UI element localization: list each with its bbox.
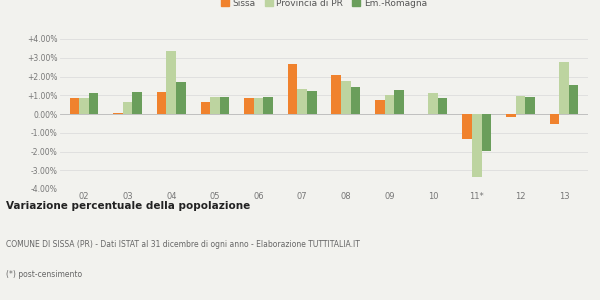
Bar xyxy=(375,100,385,114)
Bar xyxy=(428,93,438,114)
Bar xyxy=(133,92,142,114)
Bar xyxy=(254,98,263,114)
Bar xyxy=(113,113,123,114)
Bar xyxy=(307,91,317,114)
Bar xyxy=(394,90,404,114)
Bar xyxy=(438,98,448,114)
Bar xyxy=(123,102,133,114)
Bar xyxy=(210,97,220,114)
Text: (*) post-censimento: (*) post-censimento xyxy=(6,270,82,279)
Bar xyxy=(200,102,210,114)
Bar xyxy=(515,96,525,114)
Bar xyxy=(341,81,350,114)
Bar xyxy=(263,97,273,114)
Bar xyxy=(463,114,472,139)
Bar xyxy=(244,98,254,114)
Text: Variazione percentuale della popolazione: Variazione percentuale della popolazione xyxy=(6,201,250,211)
Bar xyxy=(220,97,229,114)
Bar xyxy=(550,114,559,124)
Bar xyxy=(176,82,185,114)
Bar xyxy=(298,89,307,114)
Bar xyxy=(569,85,578,114)
Legend: Sissa, Provincia di PR, Em.-Romagna: Sissa, Provincia di PR, Em.-Romagna xyxy=(221,0,427,8)
Bar xyxy=(79,98,89,114)
Bar xyxy=(506,114,515,117)
Bar xyxy=(482,114,491,151)
Bar xyxy=(70,98,79,114)
Text: COMUNE DI SISSA (PR) - Dati ISTAT al 31 dicembre di ogni anno - Elaborazione TUT: COMUNE DI SISSA (PR) - Dati ISTAT al 31 … xyxy=(6,240,360,249)
Bar xyxy=(559,62,569,114)
Bar xyxy=(472,114,482,177)
Bar xyxy=(288,64,298,114)
Bar xyxy=(350,87,360,114)
Bar xyxy=(525,97,535,114)
Bar xyxy=(331,75,341,114)
Bar xyxy=(385,95,394,114)
Bar xyxy=(157,92,166,114)
Bar xyxy=(166,51,176,114)
Bar xyxy=(89,93,98,114)
